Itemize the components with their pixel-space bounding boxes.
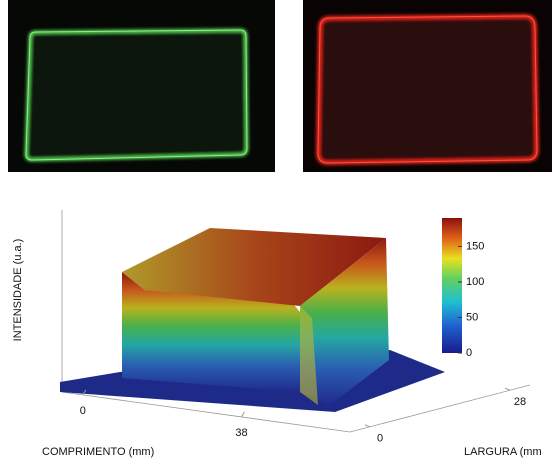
axes-box <box>61 210 531 433</box>
length-tick <box>82 389 87 396</box>
y-axis-label: INTENSIDADE (u.a.) <box>12 239 24 342</box>
width-tick <box>504 387 511 391</box>
width-tick-label: 0 <box>377 433 383 445</box>
length-tick <box>241 411 245 418</box>
x-axis-label: COMPRIMENTO (mm) <box>42 446 154 458</box>
length-tick-label: 0 <box>80 405 86 417</box>
surface <box>60 228 445 412</box>
colorbar-tick-label: 100 <box>466 276 484 288</box>
width-tick-label: 28 <box>514 396 526 408</box>
width-tick <box>364 424 371 428</box>
length-tick-label: 38 <box>235 427 247 439</box>
green-photo <box>8 0 275 172</box>
colorbar-tick-label: 150 <box>466 240 484 252</box>
red-photo <box>303 0 552 172</box>
colorbar-tick-label: 0 <box>466 347 472 359</box>
z-axis-label: LARGURA (mm <box>464 446 542 458</box>
colorbar <box>442 218 462 353</box>
colorbar-tick-label: 50 <box>466 311 478 323</box>
